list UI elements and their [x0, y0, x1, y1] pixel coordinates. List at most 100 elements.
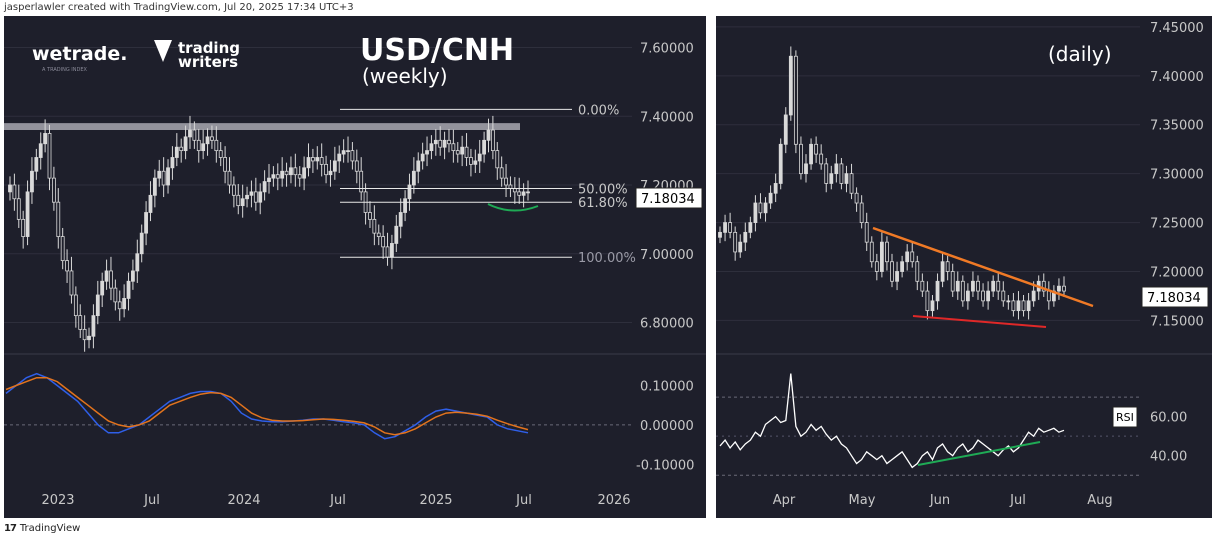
rsi-y-tick: 40.00 [1150, 450, 1187, 465]
oscillator-y-tick: 0.10000 [640, 380, 694, 395]
weekly-candle [113, 287, 118, 303]
weekly-candle [425, 150, 429, 155]
daily-chart-title: (daily) [1048, 42, 1112, 66]
weekly-candle [236, 194, 241, 207]
rsi-label-box [1112, 406, 1138, 428]
weekly-candle [477, 153, 482, 162]
daily-candle [864, 222, 869, 243]
weekly-candle [139, 232, 144, 255]
weekly-candle [223, 157, 228, 172]
weekly-candle [337, 153, 342, 162]
weekly-y-tick: 7.00000 [640, 248, 694, 263]
weekly-candle [188, 129, 192, 138]
green-support-curve [487, 203, 539, 212]
daily-candle [885, 241, 889, 263]
weekly-candle [310, 157, 315, 162]
daily-candle [834, 163, 839, 175]
weekly-candle [47, 133, 52, 179]
daily-candle [799, 143, 803, 175]
daily-candle [718, 231, 722, 238]
weekly-y-tick: 7.40000 [640, 110, 694, 125]
weekly-candle [231, 184, 236, 196]
daily-candle [1001, 290, 1006, 302]
weekly-candle [38, 143, 43, 158]
chart-credit: jasperlawler created with TradingView.co… [4, 2, 354, 13]
weekly-candle [482, 139, 487, 155]
weekly-candle [82, 328, 87, 341]
daily-candle [996, 280, 1001, 292]
tradingview-logo-icon: 17 [4, 523, 17, 534]
weekly-candle [245, 194, 249, 200]
daily-candle [971, 280, 975, 292]
weekly-x-tick: Jul [329, 493, 346, 508]
weekly-candle [486, 129, 491, 141]
weekly-candle [258, 191, 263, 203]
weekly-candle [394, 225, 399, 244]
footer-brand: 17 TradingView [4, 521, 80, 537]
weekly-x-tick: 2025 [419, 493, 452, 508]
daily-candle [905, 251, 910, 263]
weekly-last-price-box [635, 187, 703, 209]
daily-x-tick: May [849, 493, 876, 508]
weekly-candle [315, 157, 320, 162]
daily-candle [829, 173, 834, 184]
weekly-candle [126, 280, 131, 299]
daily-candle [874, 261, 879, 272]
weekly-x-tick: Jul [143, 493, 160, 508]
weekly-candle [152, 177, 157, 196]
trading-writers-logo-line1: trading [178, 39, 240, 57]
weekly-candle [289, 167, 293, 176]
daily-candle [925, 290, 930, 312]
weekly-candle [179, 146, 184, 152]
weekly-candle [56, 201, 61, 237]
daily-candle [738, 241, 743, 253]
fib-level-label: 61.80% [578, 196, 628, 211]
daily-candle [1046, 290, 1051, 302]
daily-candle [743, 231, 748, 243]
weekly-candle [249, 191, 254, 196]
daily-candle [915, 261, 920, 282]
weekly-candle [240, 198, 245, 207]
weekly-candle [205, 136, 210, 145]
weekly-y-tick: 7.60000 [640, 42, 694, 57]
weekly-candle [403, 198, 407, 213]
daily-x-tick: Jun [929, 493, 950, 508]
daily-candle [1006, 300, 1011, 303]
oscillator-y-tick: -0.10000 [636, 458, 694, 473]
weekly-candle [117, 301, 122, 310]
weekly-candle [517, 191, 522, 196]
weekly-candle [447, 139, 451, 145]
daily-candle [991, 280, 996, 292]
weekly-y-tick: 6.80000 [640, 317, 694, 332]
daily-candle [763, 202, 768, 214]
weekly-candle [324, 163, 328, 176]
weekly-candle [359, 170, 364, 193]
weekly-candle [469, 157, 473, 165]
daily-candle [986, 290, 991, 302]
weekly-candle [161, 170, 166, 186]
weekly-candle [280, 170, 285, 179]
daily-candle [824, 163, 829, 184]
weekly-candle [262, 181, 267, 193]
resistance-zone [4, 123, 520, 130]
daily-time-axis: Apr May Jun Jul Aug [773, 493, 1113, 508]
weekly-candle [43, 133, 48, 145]
fib-level-label: 0.00% [578, 103, 619, 118]
rsi-rising-trendline [917, 441, 1041, 466]
weekly-candle [60, 236, 65, 262]
daily-candle [1016, 300, 1021, 312]
daily-y-tick: 7.40000 [1150, 70, 1204, 85]
daily-candle [1031, 290, 1036, 302]
weekly-candle [144, 212, 148, 234]
daily-candle [758, 202, 763, 214]
weekly-candle [385, 246, 390, 258]
weekly-chart-title: USD/CNH [360, 33, 514, 68]
weekly-candle [521, 191, 526, 196]
daily-candle [844, 173, 849, 184]
weekly-candle [438, 139, 443, 148]
daily-candle [976, 280, 980, 292]
weekly-candle [508, 184, 513, 189]
daily-candle [940, 261, 945, 282]
weekly-candle [87, 335, 91, 341]
daily-candle [733, 231, 738, 253]
